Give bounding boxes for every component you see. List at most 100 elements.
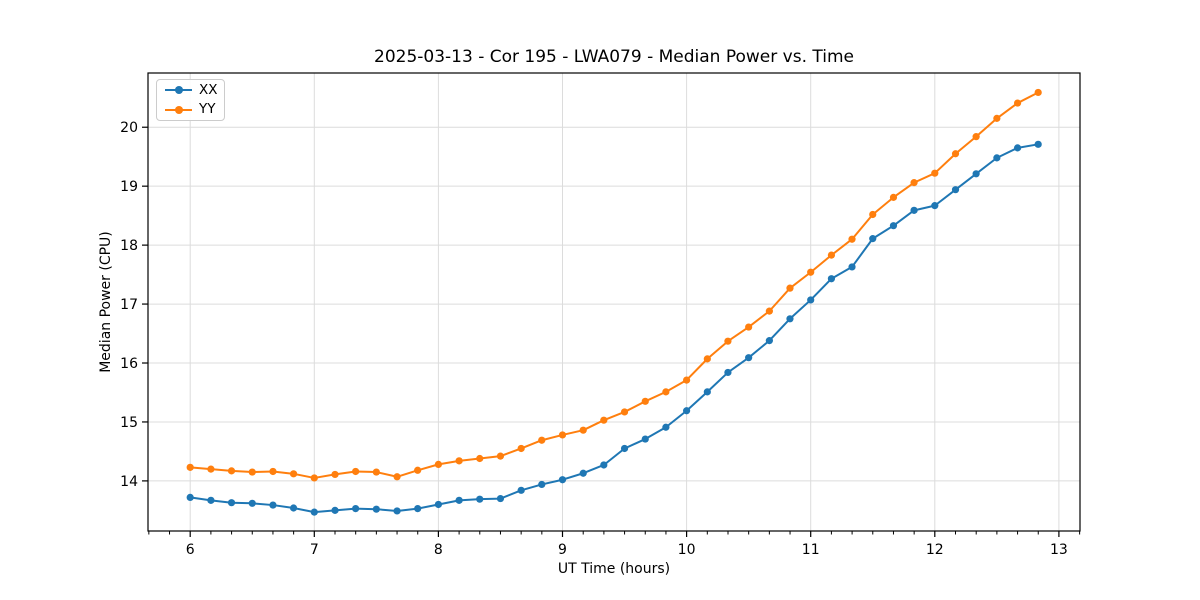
data-point-xx: [600, 461, 608, 469]
data-point-xx: [662, 423, 670, 431]
data-point-yy: [579, 426, 587, 434]
data-point-xx: [476, 495, 484, 503]
legend-item-xx: XX: [165, 81, 224, 99]
data-point-yy: [186, 463, 194, 471]
data-point-xx: [558, 476, 567, 484]
y-tick-label: 18: [120, 238, 138, 254]
data-point-yy: [827, 251, 836, 259]
data-point-xx: [1034, 140, 1042, 148]
data-point-yy: [724, 337, 732, 345]
data-point-yy: [889, 193, 898, 201]
data-point-xx: [827, 275, 836, 283]
legend-label: YY: [199, 100, 216, 117]
data-point-xx: [289, 504, 298, 512]
series-line-yy: [189, 91, 1040, 479]
y-tick-label: 19: [120, 179, 138, 195]
y-tick-label: 16: [120, 356, 138, 372]
data-point-xx: [765, 337, 773, 345]
series-line-xx: [189, 143, 1040, 514]
data-point-yy: [620, 408, 629, 416]
data-point-xx: [848, 263, 856, 271]
data-point-xx: [620, 444, 629, 453]
data-point-yy: [951, 150, 960, 158]
data-point-yy: [745, 323, 753, 331]
data-point-yy: [331, 470, 339, 479]
data-point-yy: [682, 376, 691, 384]
x-tick-label: 13: [1050, 542, 1068, 558]
legend-item-yy: YY: [165, 101, 224, 119]
data-point-xx: [414, 505, 422, 513]
data-point-xx: [869, 235, 877, 243]
legend-line-sample-icon: [165, 105, 192, 114]
data-point-xx: [496, 494, 505, 503]
data-point-yy: [931, 169, 939, 177]
data-point-xx: [269, 501, 277, 509]
data-point-xx: [372, 505, 380, 513]
data-point-yy: [310, 474, 318, 482]
data-point-xx: [207, 496, 215, 504]
data-point-yy: [848, 235, 856, 243]
data-point-xx: [186, 493, 194, 502]
data-point-yy: [786, 284, 794, 292]
data-point-xx: [703, 388, 711, 396]
data-point-xx: [248, 499, 256, 507]
y-tick-label: 15: [120, 415, 138, 431]
data-point-yy: [869, 210, 877, 219]
data-point-xx: [993, 154, 1001, 162]
legend: XX YY: [156, 79, 225, 121]
data-point-xx: [807, 296, 815, 304]
data-point-yy: [538, 436, 546, 444]
data-point-xx: [682, 407, 691, 415]
data-point-yy: [434, 460, 442, 468]
data-point-yy: [476, 454, 484, 463]
legend-label: XX: [199, 81, 218, 98]
legend-marker-icon: [174, 86, 183, 95]
data-point-xx: [745, 354, 753, 362]
data-point-xx: [1013, 144, 1022, 152]
data-point-yy: [765, 307, 773, 315]
data-point-xx: [352, 505, 360, 513]
data-point-xx: [393, 507, 401, 515]
data-point-yy: [227, 467, 236, 475]
data-point-xx: [455, 496, 463, 504]
x-tick-label: 10: [678, 542, 696, 558]
data-point-xx: [517, 486, 525, 494]
data-point-xx: [310, 508, 318, 516]
data-point-xx: [227, 499, 236, 507]
data-point-yy: [393, 473, 401, 481]
y-tick-label: 14: [120, 474, 138, 490]
data-point-xx: [972, 170, 980, 178]
plot-border: [147, 72, 1081, 532]
data-point-xx: [331, 506, 339, 514]
data-point-yy: [517, 444, 525, 453]
data-point-yy: [703, 355, 711, 363]
data-point-yy: [269, 467, 277, 476]
data-point-yy: [600, 416, 608, 424]
data-point-yy: [352, 467, 360, 476]
data-point-yy: [662, 388, 670, 396]
legend-marker-icon: [174, 105, 183, 114]
x-tick-label: 12: [926, 542, 944, 558]
data-point-yy: [993, 114, 1001, 122]
y-axis-label: Median Power (CPU): [98, 231, 114, 373]
legend-line-sample-icon: [165, 86, 192, 95]
data-point-xx: [889, 222, 898, 230]
data-point-xx: [538, 480, 546, 489]
data-point-yy: [414, 466, 422, 474]
data-point-xx: [786, 315, 794, 323]
x-tick-label: 8: [434, 542, 443, 558]
x-axis-label: UT Time (hours): [557, 561, 671, 577]
data-point-xx: [579, 469, 587, 477]
chart-title: 2025-03-13 - Cor 195 - LWA079 - Median P…: [374, 47, 854, 67]
data-point-yy: [807, 268, 815, 276]
data-point-yy: [248, 468, 256, 476]
y-tick-label: 20: [120, 120, 138, 136]
data-point-yy: [1013, 99, 1022, 107]
data-point-yy: [558, 431, 567, 439]
data-point-xx: [434, 500, 442, 509]
data-point-xx: [951, 186, 960, 194]
data-point-xx: [910, 206, 918, 214]
data-point-yy: [972, 133, 980, 141]
data-point-yy: [372, 468, 380, 476]
